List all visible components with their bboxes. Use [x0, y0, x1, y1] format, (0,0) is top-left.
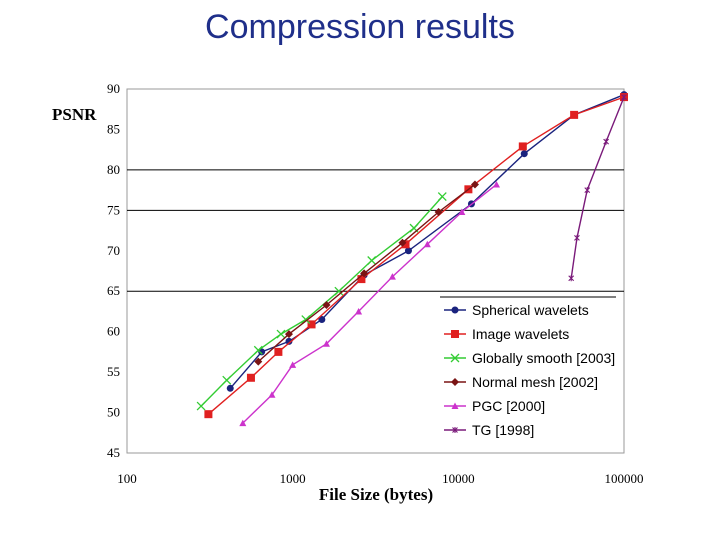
- y-tick-label: 65: [107, 283, 120, 298]
- data-point-pgc-2000: [239, 419, 247, 427]
- data-point-image-wavelets: [246, 373, 255, 382]
- y-axis-title: PSNR: [52, 105, 97, 124]
- data-point-tg-1998: [603, 138, 610, 145]
- y-tick-label: 45: [107, 445, 120, 460]
- series-line-image-wavelets: [207, 96, 625, 415]
- x-axis-title: File Size (bytes): [319, 485, 433, 504]
- y-tick-label: 55: [107, 364, 120, 379]
- legend-label: PGC [2000]: [472, 398, 545, 414]
- data-point-globally-smooth-2003: [301, 315, 311, 324]
- data-point-image-wavelets: [357, 275, 366, 284]
- data-point-image-wavelets: [307, 320, 316, 329]
- x-tick-label: 10000: [442, 471, 475, 486]
- data-point-normal-mesh-2002: [470, 180, 479, 189]
- data-point-pgc-2000: [355, 307, 363, 315]
- data-point-tg-1998: [584, 187, 591, 194]
- data-point-spherical-wavelets: [318, 316, 326, 324]
- data-point-globally-smooth-2003: [334, 286, 344, 296]
- data-point-globally-smooth-2003: [253, 345, 263, 355]
- legend-label: TG [1998]: [472, 422, 534, 438]
- data-point-normal-mesh-2002: [254, 357, 263, 366]
- legend-label: Image wavelets: [472, 326, 569, 342]
- legend-marker-tg-1998: [452, 427, 458, 433]
- x-axis-ticks: 100 1000 10000 100000: [117, 471, 643, 486]
- data-point-image-wavelets: [518, 142, 527, 151]
- data-point-tg-1998: [621, 94, 627, 101]
- data-point-normal-mesh-2002: [398, 238, 407, 247]
- plot-area-border: [126, 88, 625, 454]
- data-point-spherical-wavelets: [258, 348, 266, 356]
- data-point-pgc-2000: [458, 208, 466, 215]
- legend-marker-pgc-2000: [451, 402, 459, 409]
- y-tick-label: 60: [107, 324, 120, 339]
- data-point-normal-mesh-2002: [322, 300, 331, 309]
- legend-marker-normal-mesh-2002: [451, 378, 459, 386]
- data-point-globally-smooth-2003: [437, 192, 447, 202]
- series-line-pgc-2000: [242, 183, 497, 424]
- x-tick-label: 100: [117, 471, 137, 486]
- y-tick-label: 50: [107, 405, 120, 420]
- y-tick-label: 85: [107, 121, 120, 136]
- data-point-globally-smooth-2003: [196, 401, 206, 411]
- data-point-pgc-2000: [322, 340, 330, 347]
- data-point-pgc-2000: [388, 273, 396, 280]
- data-point-tg-1998: [574, 234, 580, 241]
- legend-marker-globally-smooth-2003: [450, 353, 460, 363]
- data-point-spherical-wavelets: [285, 337, 293, 345]
- data-point-pgc-2000: [423, 240, 431, 248]
- y-tick-label: 70: [107, 243, 120, 258]
- data-point-pgc-2000: [493, 180, 501, 188]
- data-point-normal-mesh-2002: [434, 207, 443, 216]
- legend-marker-image-wavelets: [451, 330, 459, 338]
- data-point-spherical-wavelets: [404, 247, 412, 255]
- data-point-normal-mesh-2002: [284, 330, 293, 339]
- legend-label: Globally smooth [2003]: [472, 350, 615, 366]
- slide-title: Compression results: [205, 8, 515, 46]
- data-point-spherical-wavelets: [226, 384, 234, 392]
- data-point-image-wavelets: [204, 410, 213, 419]
- data-point-image-wavelets: [570, 110, 579, 119]
- y-tick-label: 80: [107, 162, 120, 177]
- data-point-globally-smooth-2003: [222, 375, 232, 385]
- data-point-image-wavelets: [401, 240, 410, 249]
- legend: Spherical wavelets Image wavelets Globally…: [440, 296, 616, 438]
- series-group: [196, 91, 628, 427]
- x-tick-label: 1000: [280, 471, 306, 486]
- data-point-pgc-2000: [289, 361, 297, 368]
- series-line-tg-1998: [570, 96, 625, 279]
- data-point-tg-1998: [568, 275, 575, 282]
- y-tick-label: 75: [107, 202, 120, 217]
- data-point-normal-mesh-2002: [360, 269, 369, 278]
- legend-label: Spherical wavelets: [472, 302, 589, 318]
- data-point-spherical-wavelets: [520, 150, 528, 158]
- x-tick-label: 100000: [605, 471, 644, 486]
- y-axis-ticks: 45 50 55 60 65 70 75 80 85 90: [107, 81, 120, 460]
- data-point-globally-smooth-2003: [367, 256, 377, 265]
- y-tick-label: 90: [107, 81, 120, 96]
- data-point-image-wavelets: [274, 347, 283, 356]
- legend-marker-spherical-wavelets: [451, 306, 459, 314]
- series-line-globally-smooth-2003: [200, 196, 443, 407]
- data-point-pgc-2000: [268, 391, 276, 398]
- gridlines: [127, 169, 624, 292]
- data-point-globally-smooth-2003: [276, 329, 286, 339]
- legend-label: Normal mesh [2002]: [472, 374, 598, 390]
